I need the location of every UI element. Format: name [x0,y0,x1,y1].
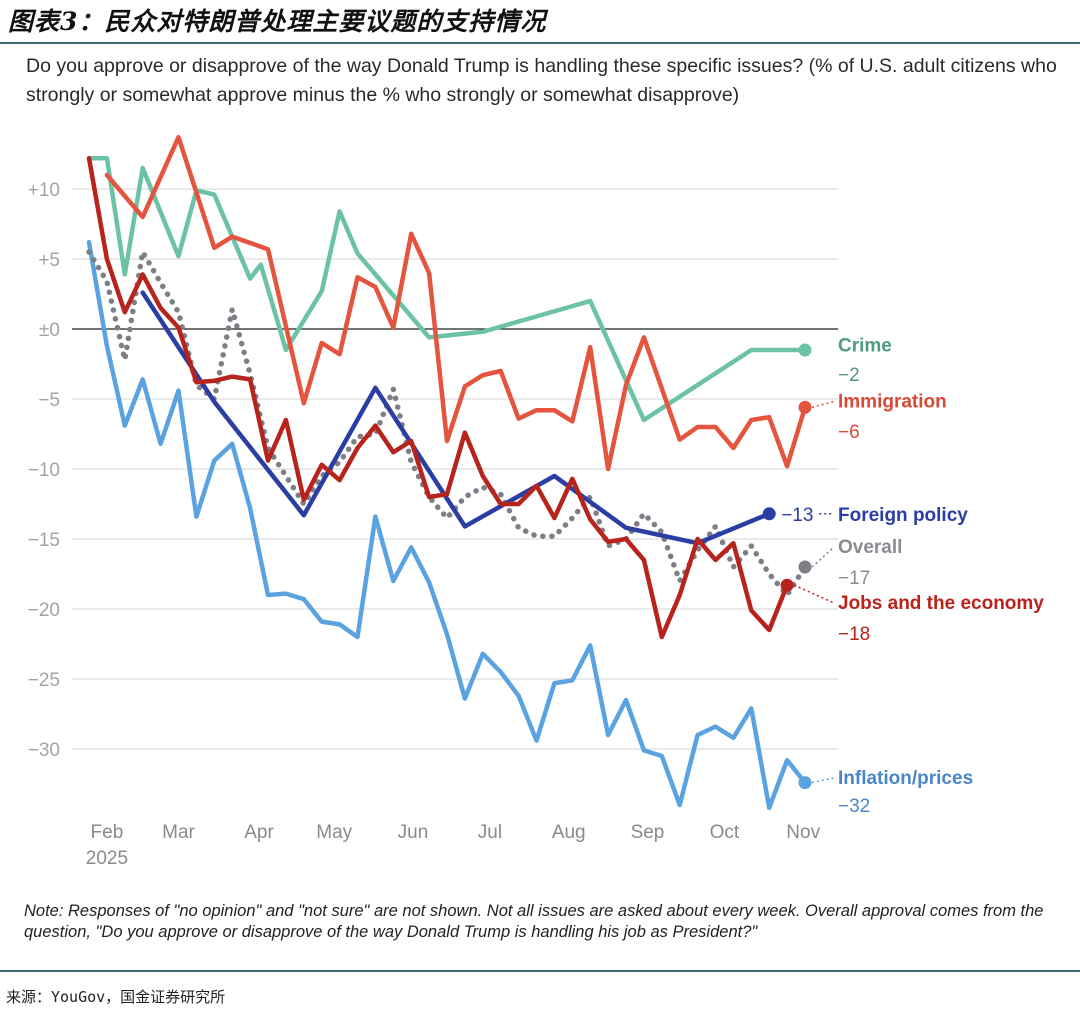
series-value-label: −17 [838,568,870,589]
y-axis-ticks: +10 +5 ±0 −5 −10 −15 −20 −25 −30 [28,180,60,761]
leader-line [811,546,835,568]
end-marker-crime [798,343,812,357]
title-divider [0,42,1080,44]
source-line: 来源：YouGov，国金证券研究所 [6,988,226,1006]
y-tick-label: +10 [28,180,60,201]
series-name-label: Inflation/prices [838,768,973,789]
leader-line [811,777,835,784]
series-name-label: Overall [838,537,902,558]
x-tick-label: Nov [786,822,820,843]
series-line-foreign-policy [140,290,772,546]
series-labels: Crime −2 Immigration −6 −13 Foreign policy Ove… [781,335,1044,817]
x-tick-label: Aug [552,822,586,843]
series-value-label: −32 [838,796,870,817]
y-tick-label: +5 [38,250,60,271]
y-tick-label: −10 [28,460,60,481]
chart-subtitle: Do you approve or disapprove of the way … [26,55,1057,106]
series-value-label: −18 [838,624,870,645]
x-tick-label: May [316,822,352,843]
x-tick-label: Apr [244,822,274,843]
y-tick-label: −30 [28,740,60,761]
end-marker-foreign-policy [762,507,776,521]
x-tick-label: Feb [91,822,124,843]
series-value-label: −6 [838,422,860,443]
series-line-crime [86,155,808,423]
x-tick-label: Mar [162,822,195,843]
leader-line [811,400,835,409]
x-tick-label: Oct [710,822,740,843]
footer-divider [0,970,1080,972]
y-tick-label: −20 [28,600,60,621]
end-marker-overall [798,560,812,574]
x-tick-label: Jun [398,822,429,843]
chart-note: Note: Responses of "no opinion" and "not… [24,902,1044,941]
end-marker-inflation-prices [798,776,812,790]
x-tick-year-label: 2025 [86,848,128,869]
series-value-label: −2 [838,365,860,386]
series-name-label: Foreign policy [838,505,968,526]
y-tick-label: ±0 [39,320,60,341]
series-lines [86,134,812,811]
figure-title: 图表3：民众对特朗普处理主要议题的支持情况 [8,7,547,36]
end-marker-immigration [798,400,812,414]
series-line-immigration [104,134,808,472]
y-tick-label: −15 [28,530,60,551]
x-axis-ticks: Feb 2025 Mar Apr May Jun Jul Aug Sep Oct Nov [86,822,821,869]
series-line-jobs-and-the-economy [86,155,790,640]
leader-line [793,584,835,604]
series-line-inflation-prices [86,239,808,811]
x-tick-label: Jul [478,822,502,843]
series-name-label: Immigration [838,391,947,412]
end-marker-jobs-and-the-economy [780,578,794,592]
y-tick-label: −5 [38,390,60,411]
series-name-label: Jobs and the economy [838,593,1044,614]
x-tick-label: Sep [631,822,665,843]
series-value-label: −13 [781,505,813,526]
series-name-label: Crime [838,335,892,356]
line-chart: +10 +5 ±0 −5 −10 −15 −20 −25 −30 Feb 2025 Mar Apr Ma… [28,134,1044,869]
y-tick-label: −25 [28,670,60,691]
